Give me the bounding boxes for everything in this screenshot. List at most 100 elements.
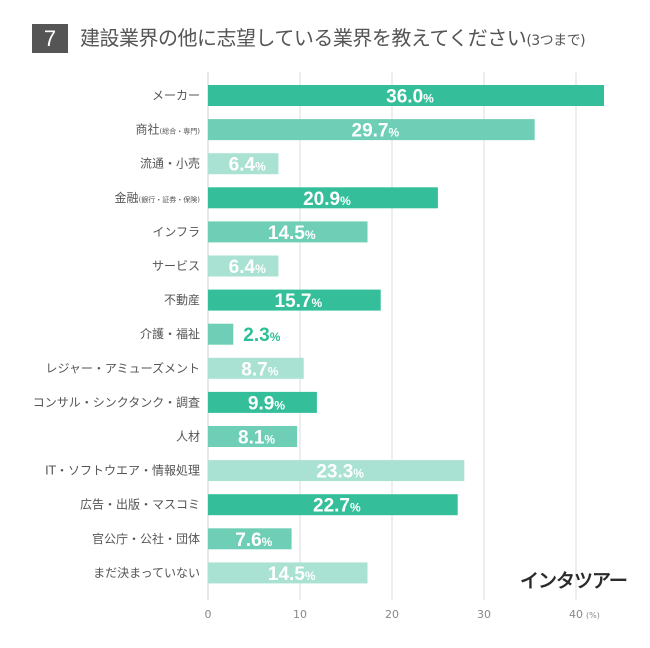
category-label-main: まだ決まっていない — [93, 566, 200, 580]
bar — [208, 323, 234, 345]
value-percent: % — [389, 126, 400, 140]
category-label: 流通・小売 — [140, 156, 200, 171]
bar — [208, 357, 304, 379]
bar — [208, 391, 317, 413]
value-number: 6.4 — [229, 257, 256, 278]
category-label: 官公庁・公社・団体 — [92, 531, 200, 546]
category-label-main: 介護・福祉 — [140, 326, 200, 341]
value-number: 8.1 — [238, 428, 265, 449]
bar-row: 人材 8.1% — [176, 426, 298, 449]
value-percent: % — [423, 92, 434, 106]
value-number: 9.9 — [248, 393, 274, 414]
category-label-main: 広告・出版・マスコミ — [80, 498, 200, 512]
category-label: メーカー — [152, 89, 200, 103]
value-label: 8.1% — [238, 428, 275, 449]
bar — [208, 528, 292, 550]
bar — [208, 460, 465, 482]
value-percent: % — [255, 262, 266, 276]
x-tick-label: 40 — [569, 608, 583, 621]
category-label-main: インフラ — [152, 225, 200, 239]
value-percent: % — [305, 569, 316, 583]
question-number-badge: 7 — [32, 24, 68, 53]
bar — [208, 426, 298, 447]
category-label: 不動産 — [164, 292, 200, 307]
category-label-sub: (総合・専門) — [160, 127, 201, 136]
bar-row: 広告・出版・マスコミ 22.7% — [80, 494, 458, 517]
x-tick-label: 20 — [385, 608, 399, 621]
value-number: 22.7 — [313, 496, 350, 517]
category-label-sub: (銀行・証券・保険) — [139, 195, 201, 204]
category-label: サービス — [152, 259, 200, 273]
bar — [208, 289, 381, 311]
category-label: 人材 — [176, 430, 200, 444]
category-label: 金融(銀行・証券・保険) — [115, 190, 201, 205]
x-axis-unit: (%) — [586, 611, 600, 620]
category-label-main: サービス — [152, 259, 200, 273]
value-percent: % — [268, 364, 279, 378]
category-label: 商社(総合・専門) — [136, 122, 201, 137]
bar — [208, 255, 279, 277]
bar-row: まだ決まっていない 14.5% — [93, 562, 368, 585]
category-label-main: コンサル・シンクタンク・調査 — [33, 395, 200, 409]
value-number: 23.3 — [316, 462, 353, 483]
value-number: 20.9 — [303, 189, 340, 210]
bar-row: コンサル・シンクタンク・調査 9.9% — [33, 391, 317, 414]
bars: メーカー 36.0% 商社(総合・専門) 29.7% 流通・小売 6.4% 金融(銀行・証券… — [33, 85, 604, 585]
x-tick-label: 10 — [293, 608, 307, 621]
bar-row: 商社(総合・専門) 29.7% — [136, 119, 535, 142]
value-label: 22.7% — [313, 496, 361, 517]
bar-row: 不動産 15.7% — [164, 289, 381, 312]
value-percent: % — [262, 535, 273, 549]
x-tick-label: 0 — [205, 608, 212, 621]
bar-row: 官公庁・公社・団体 7.6% — [92, 528, 292, 551]
intertour-logo: インタツアー — [520, 570, 628, 592]
value-number: 7.6 — [235, 530, 261, 551]
category-label-main: 官公庁・公社・団体 — [92, 531, 200, 546]
value-label: 14.5% — [268, 223, 316, 244]
value-label: 2.3% — [243, 325, 280, 346]
value-label: 36.0% — [386, 87, 434, 108]
value-number: 2.3 — [243, 325, 269, 346]
value-percent: % — [312, 296, 323, 310]
value-label: 6.4% — [229, 257, 266, 278]
value-percent: % — [270, 330, 281, 344]
bar — [208, 494, 458, 516]
bar-row: メーカー 36.0% — [152, 85, 604, 108]
value-label: 15.7% — [275, 291, 323, 312]
category-label: インフラ — [152, 225, 200, 239]
category-label: レジャー・アミューズメント — [45, 360, 200, 375]
value-number: 14.5 — [268, 223, 305, 244]
category-label-main: 金融 — [115, 190, 139, 205]
value-label: 7.6% — [235, 530, 272, 551]
chart-title-main: 建設業界の他に志望している業界を教えてください — [80, 26, 527, 50]
value-label: 23.3% — [316, 462, 364, 483]
category-label: 介護・福祉 — [140, 326, 200, 341]
category-label: IT・ソフトウエア・情報処理 — [45, 464, 200, 478]
category-label-main: メーカー — [152, 89, 200, 103]
bar-row: サービス 6.4% — [152, 255, 279, 278]
bar — [208, 153, 279, 175]
category-label-main: レジャー・アミューズメント — [45, 360, 200, 375]
category-label-main: 人材 — [176, 430, 200, 444]
chart-title: 建設業界の他に志望している業界を教えてください(3つまで) — [80, 24, 586, 53]
bar — [208, 562, 368, 584]
bar-row: 金融(銀行・証券・保険) 20.9% — [115, 187, 438, 210]
value-percent: % — [350, 501, 361, 515]
x-axis-ticks: 0 10 20 30 40 (%) — [205, 608, 600, 621]
value-label: 8.7% — [241, 359, 278, 380]
value-number: 14.5 — [268, 564, 305, 585]
chart-title-suffix: (3つまで) — [526, 33, 586, 49]
value-number: 6.4 — [229, 155, 256, 176]
category-label: コンサル・シンクタンク・調査 — [33, 395, 200, 409]
category-label-main: 流通・小売 — [140, 156, 200, 171]
value-label: 29.7% — [352, 121, 400, 142]
value-number: 8.7 — [241, 359, 267, 380]
value-label: 14.5% — [268, 564, 316, 585]
bar-row: IT・ソフトウエア・情報処理 23.3% — [45, 460, 465, 483]
category-label: 広告・出版・マスコミ — [80, 498, 200, 512]
bar — [208, 187, 438, 209]
bar — [208, 221, 368, 243]
category-label-main: 商社 — [136, 122, 160, 137]
value-number: 36.0 — [386, 87, 423, 108]
